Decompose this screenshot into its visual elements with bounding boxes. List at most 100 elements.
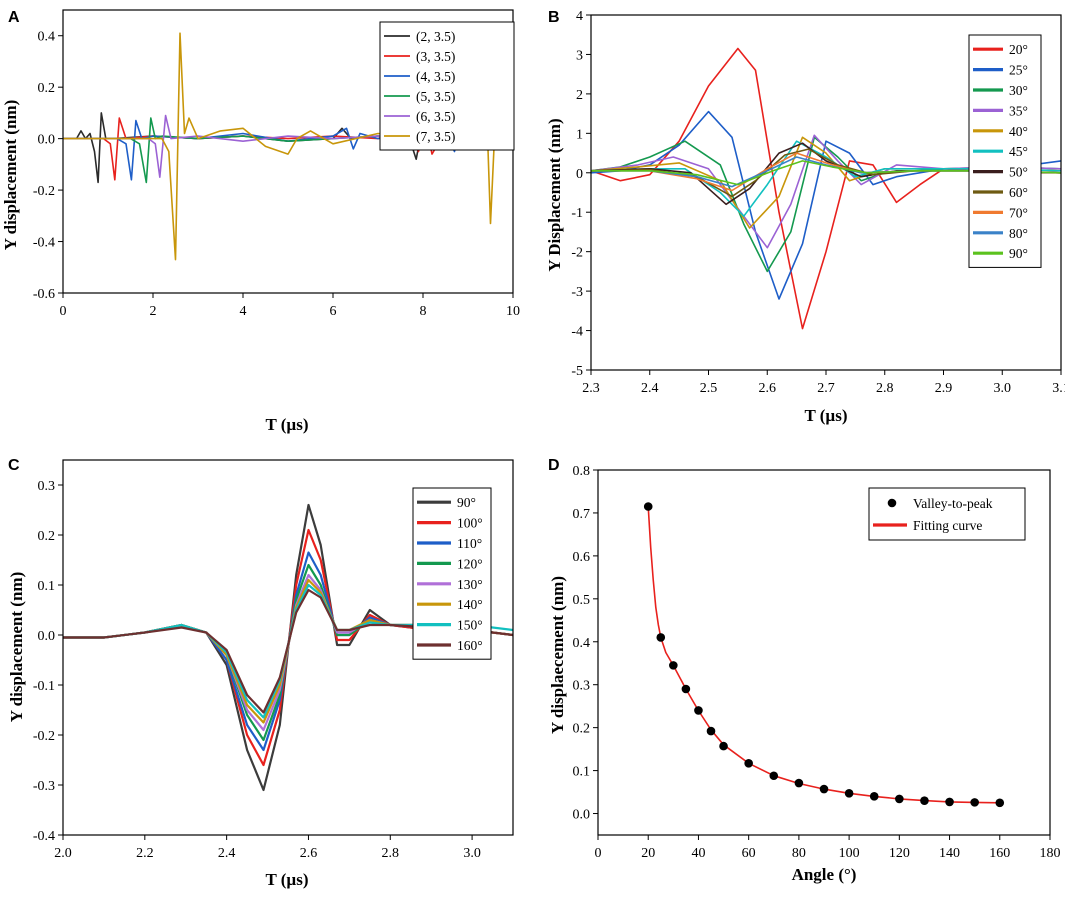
y-axis-label: Y displacement (nm) — [1, 100, 20, 250]
legend-item: 150° — [417, 618, 483, 633]
panel-letter: A — [8, 9, 20, 26]
y-tick-label: 0.2 — [573, 722, 591, 737]
panel-letter: B — [548, 9, 560, 26]
panel-letter: D — [548, 457, 560, 474]
legend-item: (5, 3.5) — [384, 89, 455, 104]
y-tick-label: -5 — [571, 364, 583, 379]
y-tick-label: -0.2 — [33, 729, 55, 744]
legend-label: 60° — [1009, 185, 1028, 200]
legend-marker — [887, 498, 897, 508]
legend: 90° 100° 110° 120° 130° 140° 150° 160° — [412, 487, 492, 660]
x-tick-label: 60 — [742, 846, 756, 861]
panel-d: D 0 20 40 60 80 100 120 140 160 180 0.0 0.1 0.2 0.3 0.4… — [548, 457, 1061, 884]
y-axis-label: Y Displacement (nm) — [545, 118, 564, 271]
y-tick-label: -0.4 — [33, 236, 55, 251]
axes-frame — [62, 459, 514, 836]
y-tick-label: 0.2 — [38, 529, 56, 544]
legend-item: 80° — [973, 226, 1028, 241]
x-tick-label: 2.6 — [300, 846, 318, 861]
x-tick-label: 2.7 — [817, 381, 835, 396]
legend-item: 130° — [417, 577, 483, 592]
panel-c: C 2.0 2.2 2.4 2.6 2.8 3.0 -0.4 -0.3 -0.2 -0.1 0.0 0.… — [7, 457, 514, 889]
data-point — [869, 792, 879, 801]
legend-item: Fitting curve — [873, 518, 982, 533]
data-point — [995, 798, 1005, 808]
legend-label: 120° — [457, 556, 483, 571]
x-axis-label: T (µs) — [804, 406, 847, 425]
legend-label: (4, 3.5) — [416, 69, 455, 84]
legend-item: 25° — [973, 63, 1028, 78]
data-point — [744, 758, 753, 768]
y-tick-label: -0.3 — [33, 779, 55, 794]
series-line — [591, 140, 1061, 217]
legend-label: 150° — [457, 618, 483, 633]
data-point — [945, 797, 954, 807]
legend-item: 100° — [417, 516, 483, 531]
y-tick-label: -3 — [571, 285, 583, 300]
legend-label: 40° — [1009, 124, 1028, 139]
plot-area — [591, 47, 1061, 330]
legend-label: Valley-to-peak — [913, 496, 993, 511]
plot-area — [63, 32, 513, 261]
legend-label: (6, 3.5) — [416, 109, 455, 124]
x-tick-label: 10 — [506, 304, 520, 319]
legend-label: 30° — [1009, 83, 1028, 98]
legend-label: (3, 3.5) — [416, 49, 455, 64]
y-axis-label: Y displacement (nm) — [7, 572, 26, 722]
y-tick-label: -2 — [571, 246, 583, 261]
y-tick-label: 0.7 — [573, 507, 591, 522]
data-point — [669, 661, 678, 670]
x-tick-label: 140 — [939, 846, 960, 861]
data-point — [970, 798, 979, 807]
legend-item: 45° — [973, 144, 1028, 159]
data-point — [920, 796, 929, 805]
legend-item: 140° — [417, 597, 483, 612]
legend-item: (3, 3.5) — [384, 49, 455, 64]
panel-a: A 0 2 4 6 8 10 -0.6 -0.4 -0.2 0.0 0.2 0.4 T (µs) Y dis… — [1, 9, 520, 434]
legend-frame — [379, 21, 515, 151]
x-tick-label: 2 — [150, 304, 157, 319]
legend-label: 90° — [457, 495, 476, 510]
axes-frame — [62, 9, 514, 294]
x-tick-label: 2.9 — [935, 381, 953, 396]
x-tick-label: 0 — [595, 846, 602, 861]
x-tick-label: 2.0 — [54, 846, 72, 861]
axes-frame — [597, 469, 1051, 836]
legend-item: (4, 3.5) — [384, 69, 455, 84]
y-tick-label: 0.1 — [38, 579, 56, 594]
x-axis-label: T (µs) — [265, 870, 308, 889]
legend-item: (7, 3.5) — [384, 129, 455, 144]
legend-item: 70° — [973, 205, 1028, 220]
series-line — [63, 117, 513, 181]
plot-area — [63, 503, 513, 792]
y-tick-label: 0.2 — [38, 81, 56, 96]
plot-area — [643, 502, 1005, 808]
legend-label: 140° — [457, 597, 483, 612]
legend: Valley-to-peak Fitting curve — [868, 487, 1026, 541]
x-tick-label: 8 — [420, 304, 427, 319]
legend-label: 110° — [457, 536, 482, 551]
legend-item: 40° — [973, 124, 1028, 139]
x-tick-label: 2.2 — [136, 846, 154, 861]
data-point — [769, 771, 779, 781]
legend-label: 20° — [1009, 42, 1028, 57]
y-axis-label: Y displaecement (nm) — [548, 576, 567, 734]
data-point — [819, 784, 829, 794]
x-tick-label: 4 — [240, 304, 247, 319]
legend-item: Valley-to-peak — [887, 496, 993, 511]
legend-label: (2, 3.5) — [416, 29, 455, 44]
data-point — [643, 502, 653, 511]
data-point — [794, 778, 804, 788]
x-tick-label: 2.4 — [218, 846, 236, 861]
legend-label: (5, 3.5) — [416, 89, 455, 104]
x-tick-label: 2.8 — [382, 846, 400, 861]
data-point — [719, 741, 728, 751]
y-tick-label: -1 — [571, 206, 583, 221]
y-tick-label: 0.6 — [573, 550, 591, 565]
legend-label: (7, 3.5) — [416, 129, 455, 144]
panel-letter: C — [8, 457, 20, 474]
series-line — [63, 588, 513, 714]
legend-item: 35° — [973, 103, 1028, 118]
legend-item: 120° — [417, 556, 483, 571]
x-tick-label: 2.4 — [641, 381, 659, 396]
